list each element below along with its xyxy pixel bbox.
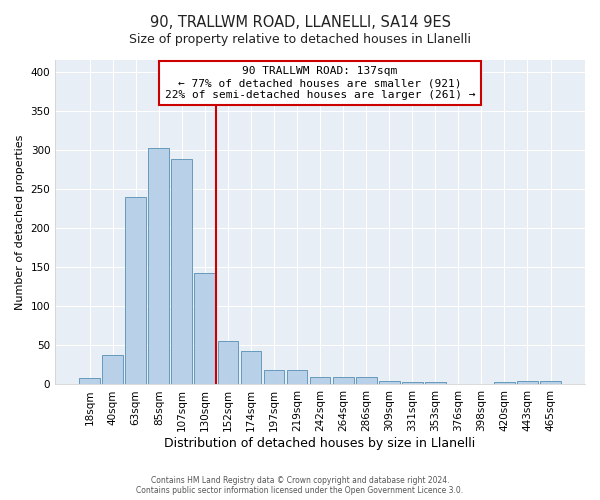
Bar xyxy=(287,370,307,384)
Text: Size of property relative to detached houses in Llanelli: Size of property relative to detached ho… xyxy=(129,32,471,46)
Bar xyxy=(402,382,422,384)
Text: Contains HM Land Registry data © Crown copyright and database right 2024.
Contai: Contains HM Land Registry data © Crown c… xyxy=(136,476,464,495)
Bar xyxy=(241,351,262,384)
Bar xyxy=(425,382,446,384)
Bar xyxy=(148,148,169,384)
Bar xyxy=(79,378,100,384)
Bar xyxy=(379,380,400,384)
Text: 90 TRALLWM ROAD: 137sqm
← 77% of detached houses are smaller (921)
22% of semi-d: 90 TRALLWM ROAD: 137sqm ← 77% of detache… xyxy=(165,66,475,100)
Bar xyxy=(310,378,331,384)
Bar xyxy=(263,370,284,384)
Bar xyxy=(172,160,192,384)
Bar xyxy=(102,354,123,384)
Bar xyxy=(517,382,538,384)
Text: 90, TRALLWM ROAD, LLANELLI, SA14 9ES: 90, TRALLWM ROAD, LLANELLI, SA14 9ES xyxy=(149,15,451,30)
Bar xyxy=(356,376,377,384)
Bar xyxy=(218,342,238,384)
Bar xyxy=(333,376,353,384)
X-axis label: Distribution of detached houses by size in Llanelli: Distribution of detached houses by size … xyxy=(164,437,476,450)
Y-axis label: Number of detached properties: Number of detached properties xyxy=(15,134,25,310)
Bar xyxy=(194,272,215,384)
Bar xyxy=(125,197,146,384)
Bar xyxy=(540,382,561,384)
Bar xyxy=(494,382,515,384)
